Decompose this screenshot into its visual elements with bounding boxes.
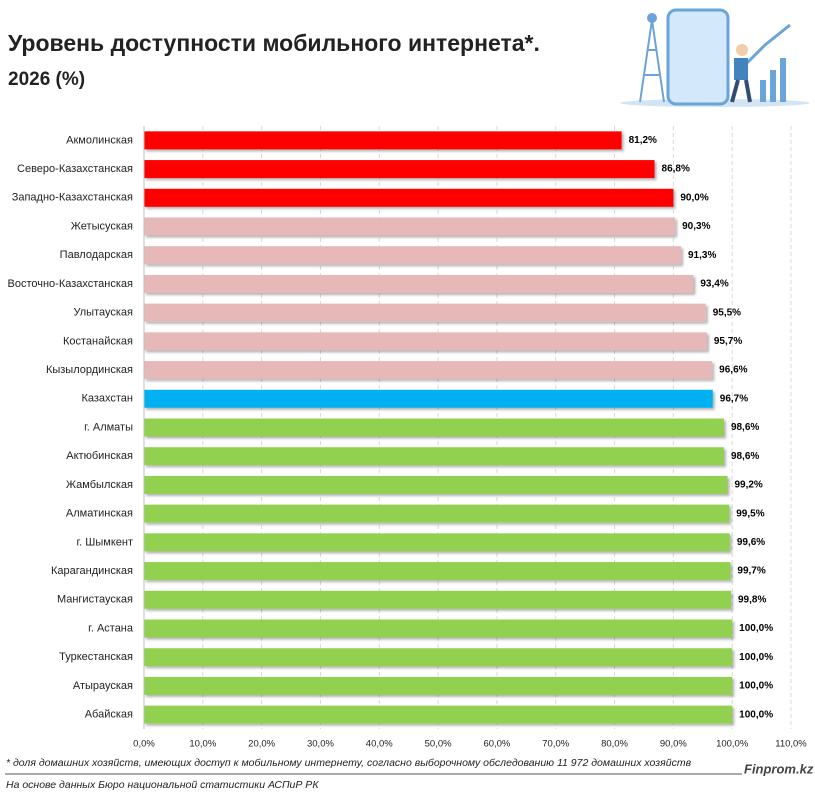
value-label: 95,7% xyxy=(714,336,742,347)
source: На основе данных Бюро национальной стати… xyxy=(6,779,319,791)
x-tick-label: 110,0% xyxy=(775,739,807,750)
x-tick-label: 90,0% xyxy=(660,739,687,750)
chart-subtitle: 2026 (%) xyxy=(8,69,85,90)
bar xyxy=(144,705,733,724)
value-label: 99,7% xyxy=(737,566,765,577)
bar xyxy=(144,131,622,150)
bar xyxy=(144,504,730,523)
y-tick-label: Туркестанская xyxy=(59,651,133,663)
x-tick-label: 10,0% xyxy=(189,739,216,750)
value-label: 98,6% xyxy=(731,451,759,462)
bar xyxy=(144,418,724,437)
bar xyxy=(144,447,724,466)
bar xyxy=(144,562,731,581)
bar xyxy=(144,160,655,179)
y-tick-label: г. Астана xyxy=(88,622,134,634)
x-tick-label: 80,0% xyxy=(601,739,628,750)
y-tick-label: Казахстан xyxy=(81,393,133,405)
y-tick-label: Мангистауская xyxy=(57,594,133,606)
bar xyxy=(144,619,733,638)
x-tick-label: 50,0% xyxy=(425,739,452,750)
y-tick-label: г. Шымкент xyxy=(77,536,134,548)
value-label: 91,3% xyxy=(688,250,716,261)
brand: Finprom.kz xyxy=(744,761,814,776)
value-label: 100,0% xyxy=(739,709,773,720)
bar xyxy=(144,332,707,351)
bar xyxy=(144,590,732,609)
bar xyxy=(144,217,676,236)
bar xyxy=(144,648,733,667)
value-label: 99,8% xyxy=(738,594,766,605)
y-tick-label: Алматинская xyxy=(66,508,133,520)
value-label: 90,3% xyxy=(682,221,710,232)
value-label: 99,2% xyxy=(734,480,762,491)
y-tick-label: г. Алматы xyxy=(84,421,133,433)
y-tick-label: Акмолинская xyxy=(66,134,133,146)
bar xyxy=(144,676,733,695)
x-tick-label: 60,0% xyxy=(483,739,510,750)
value-label: 99,6% xyxy=(737,537,765,548)
value-label: 96,7% xyxy=(720,393,748,404)
value-label: 100,0% xyxy=(739,623,773,634)
y-tick-label: Северо-Казахстанская xyxy=(17,163,133,175)
value-label: 81,2% xyxy=(629,135,657,146)
illustration xyxy=(620,8,810,107)
y-tick-label: Жетысуская xyxy=(71,220,133,232)
y-tick-label: Павлодарская xyxy=(60,249,133,261)
value-label: 100,0% xyxy=(739,652,773,663)
y-tick-label: Улытауская xyxy=(74,307,134,319)
bar xyxy=(144,389,713,408)
bar xyxy=(144,533,730,552)
bar xyxy=(144,246,682,265)
y-tick-label: Карагандинская xyxy=(51,565,133,577)
bar xyxy=(144,274,694,293)
y-tick-label: Кызылординская xyxy=(46,364,133,376)
value-label: 93,4% xyxy=(700,279,728,290)
x-tick-label: 30,0% xyxy=(307,739,334,750)
y-tick-label: Атырауская xyxy=(73,680,133,692)
x-tick-label: 40,0% xyxy=(366,739,393,750)
value-label: 90,0% xyxy=(680,192,708,203)
y-tick-label: Актюбинская xyxy=(66,450,133,462)
bar xyxy=(144,361,713,380)
x-tick-label: 70,0% xyxy=(542,739,569,750)
y-tick-label: Восточно-Казахстанская xyxy=(7,278,133,290)
value-label: 99,5% xyxy=(736,508,764,519)
bar xyxy=(144,188,674,207)
y-tick-label: Западно-Казахстанская xyxy=(12,192,133,204)
x-tick-label: 100,0% xyxy=(716,739,749,750)
value-label: 98,6% xyxy=(731,422,759,433)
y-tick-label: Жамбылская xyxy=(66,479,133,491)
bar xyxy=(144,303,706,322)
value-label: 86,8% xyxy=(662,164,690,175)
x-tick-label: 0,0% xyxy=(133,739,155,750)
y-tick-label: Абайская xyxy=(85,709,133,721)
value-label: 100,0% xyxy=(739,681,773,692)
bar xyxy=(144,475,728,494)
value-label: 95,5% xyxy=(713,307,741,318)
x-tick-label: 20,0% xyxy=(248,739,275,750)
value-label: 96,6% xyxy=(719,365,747,376)
footnote: * доля домашних хозяйств, имеющих доступ… xyxy=(6,757,692,769)
y-tick-label: Костанайская xyxy=(63,335,133,347)
chart-title: Уровень доступности мобильного интернета… xyxy=(8,30,540,56)
